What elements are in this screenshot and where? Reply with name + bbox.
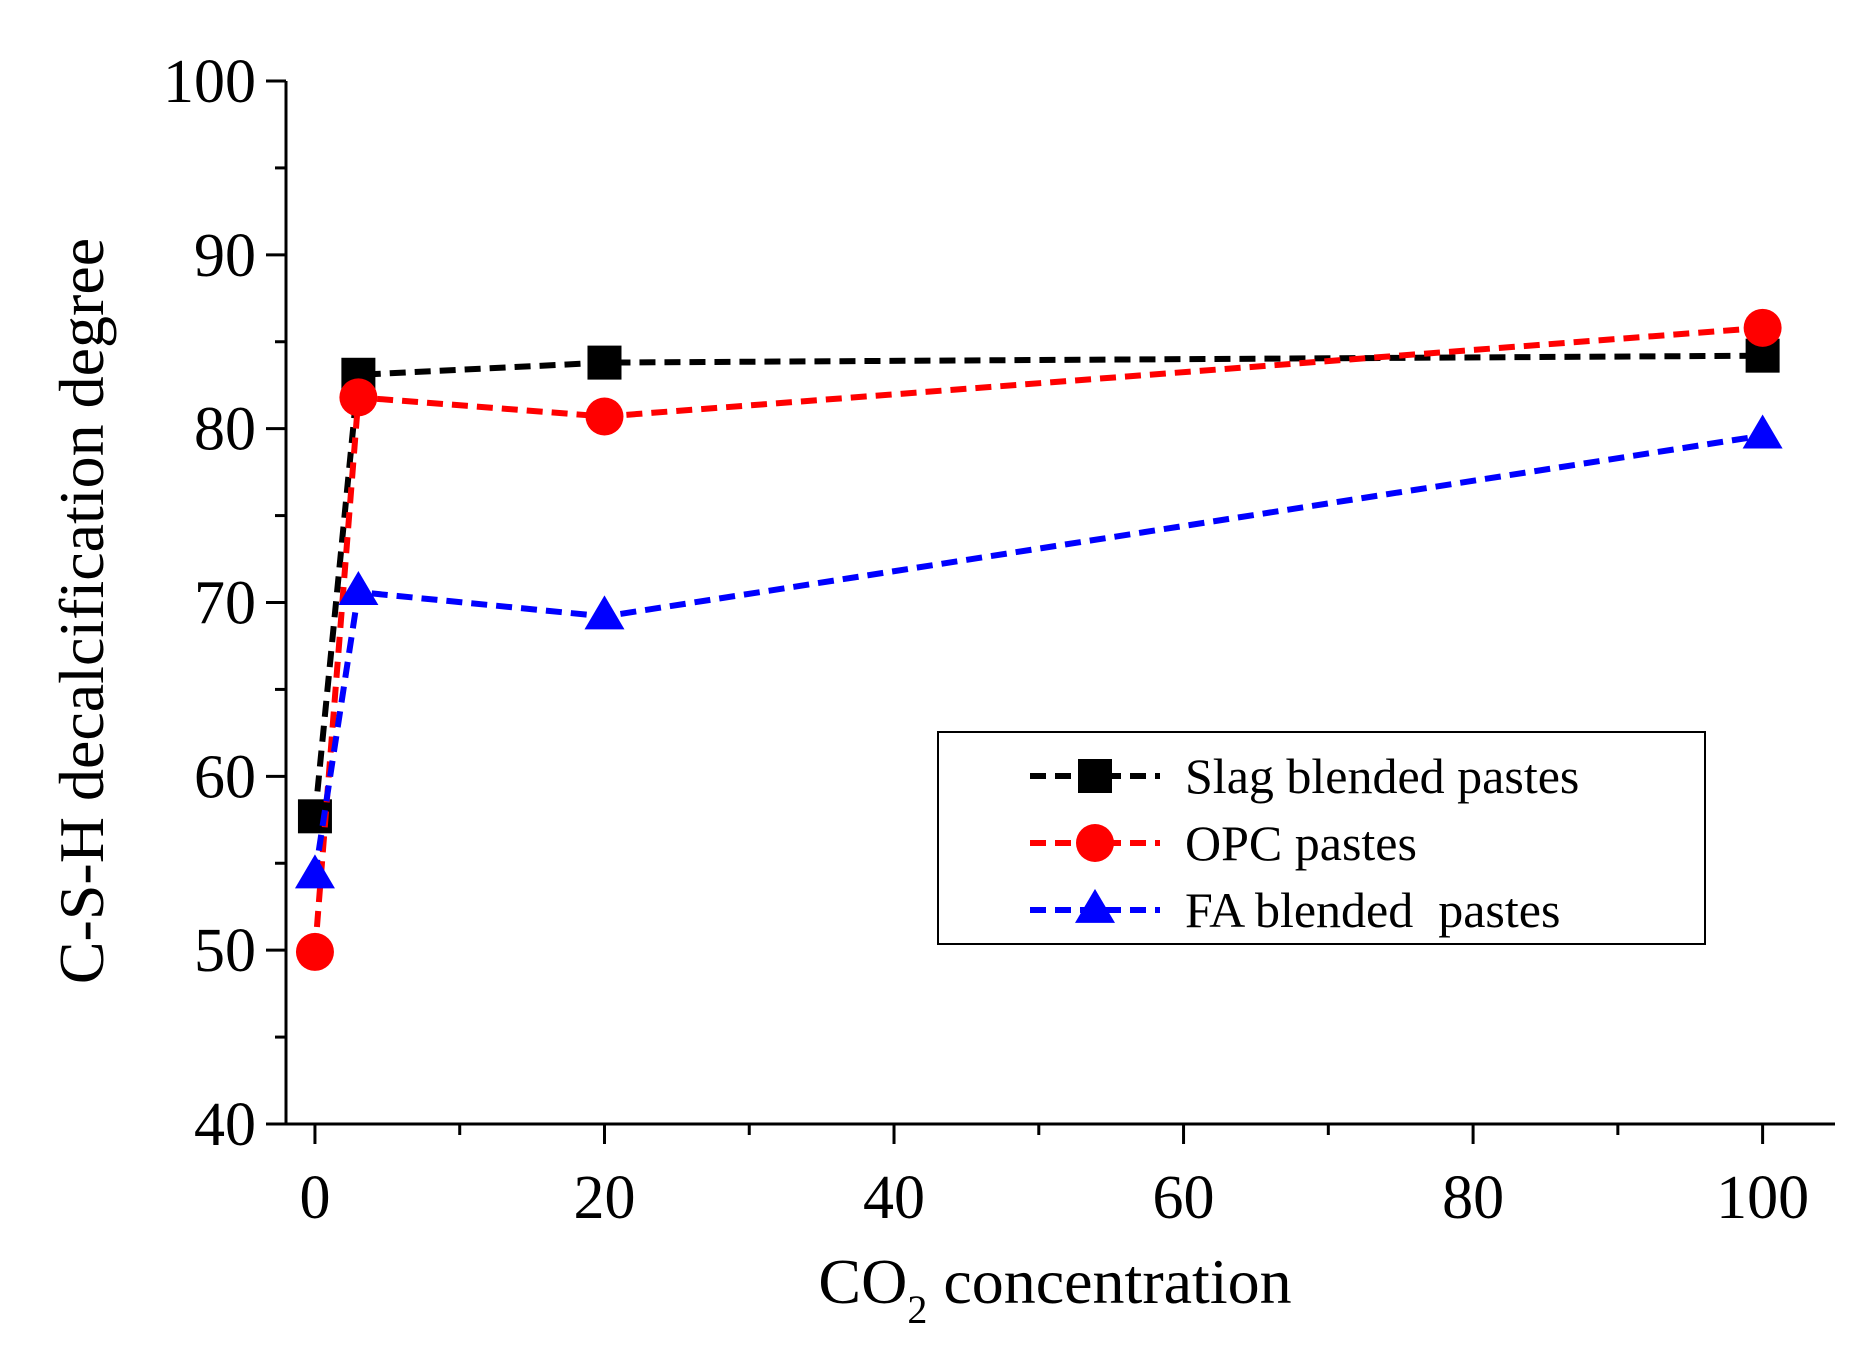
y-tick-label: 50 <box>194 917 256 985</box>
data-point <box>585 397 624 436</box>
data-point <box>338 570 379 605</box>
legend-label: OPC pastes <box>1185 815 1417 871</box>
y-tick-label: 60 <box>194 743 256 811</box>
legend-marker <box>1076 824 1114 862</box>
legend-marker <box>1078 759 1112 793</box>
y-tick-label: 70 <box>194 570 256 638</box>
x-tick-label: 0 <box>299 1164 330 1232</box>
x-tick-label: 40 <box>863 1164 925 1232</box>
y-tick-label: 90 <box>194 222 256 290</box>
data-point <box>294 854 335 889</box>
series-circle <box>295 308 1782 971</box>
x-tick-label: 20 <box>573 1164 635 1232</box>
data-point <box>295 932 334 971</box>
x-tick-label: 100 <box>1716 1164 1809 1232</box>
y-tick-label: 40 <box>194 1091 256 1159</box>
data-point <box>584 595 625 630</box>
series-line <box>312 324 1763 953</box>
data-point <box>1743 308 1782 347</box>
legend-label: FA blended pastes <box>1185 882 1560 938</box>
x-axis-title-subscript: 2 <box>907 1287 927 1332</box>
series-layer <box>294 308 1783 971</box>
x-axis-title: CO2 concentration <box>818 1246 1291 1332</box>
legend: Slag blended pastes OPC pastes FA blended … <box>937 731 1706 945</box>
x-tick-label: 60 <box>1153 1164 1215 1232</box>
y-tick-label: 100 <box>163 48 256 116</box>
series-triangle <box>294 414 1783 889</box>
x-axis-title-rest: concentration <box>927 1246 1291 1317</box>
data-point <box>339 378 378 417</box>
y-axis-title: C-S-H decalcification degree <box>46 238 117 984</box>
legend-label: Slag blended pastes <box>1185 748 1579 804</box>
ticks: 40 50 60 70 80 90 100 0 20 40 60 80 100 <box>163 48 1809 1232</box>
axes <box>284 81 1835 1126</box>
y-tick-label: 80 <box>194 396 256 464</box>
series-line <box>312 432 1764 876</box>
series-square <box>297 338 1780 834</box>
data-point <box>587 345 622 380</box>
data-point <box>1742 414 1783 449</box>
legend-marker <box>1075 888 1115 923</box>
x-axis-title-main: CO <box>818 1246 907 1317</box>
x-tick-label: 80 <box>1442 1164 1504 1232</box>
